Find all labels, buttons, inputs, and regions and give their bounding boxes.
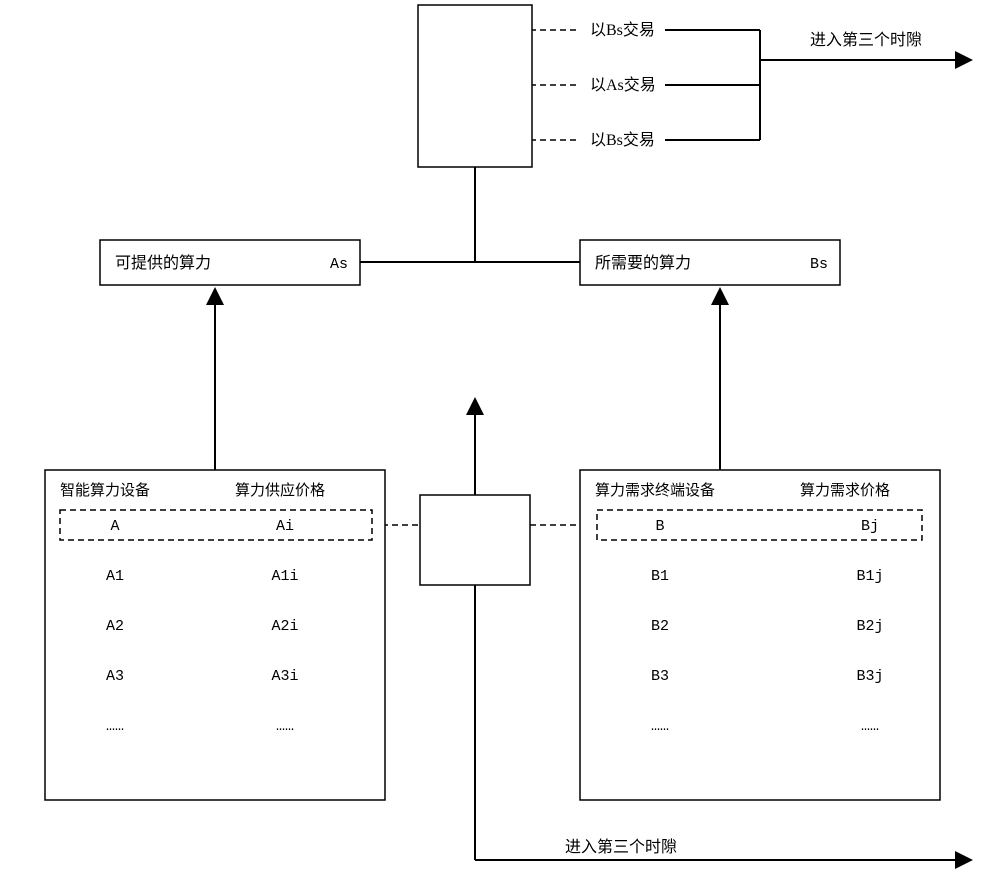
right-r3-c1: …… (651, 718, 669, 735)
left-r0-c1: A1 (106, 568, 124, 585)
right-r2-c2: B3j (856, 668, 883, 685)
right-r2-c1: B3 (651, 668, 669, 685)
left-header-2: 算力供应价格 (235, 481, 325, 499)
left-header-1: 智能算力设备 (60, 481, 150, 499)
mid-right-box: 所需要的算力 Bs (580, 240, 840, 285)
center-compare: Ai≤Bj Ai＞Bj (420, 495, 530, 585)
mid-left-box: 可提供的算力 As (100, 240, 360, 285)
right-header-2: 算力需求价格 (800, 481, 890, 499)
mid-right-label: 所需要的算力 (595, 253, 691, 272)
right-hl-c1: B (655, 518, 664, 535)
left-r1-c2: A2i (271, 618, 298, 635)
right-r0-c1: B1 (651, 568, 669, 585)
right-r1-c1: B2 (651, 618, 669, 635)
left-r2-c1: A3 (106, 668, 124, 685)
left-hl-c1: A (110, 518, 119, 535)
top-output-label: 进入第三个时隙 (810, 31, 922, 49)
right-r0-c2: B1j (856, 568, 883, 585)
right-table: 算力需求终端设备 算力需求价格 B Bj B1 B1j B2 B2j B3 B3… (580, 470, 940, 800)
cond-lt-action: 以As交易 (590, 76, 656, 94)
left-r3-c2: …… (276, 718, 294, 735)
right-header-1: 算力需求终端设备 (595, 481, 715, 499)
left-r1-c1: A2 (106, 618, 124, 635)
left-r0-c2: A1i (271, 568, 298, 585)
left-hl-c2: Ai (276, 518, 294, 535)
right-hl-c2: Bj (861, 518, 879, 535)
left-table: 智能算力设备 算力供应价格 A Ai A1 A1i A2 A2i A3 A3i … (45, 470, 385, 800)
cond-gt-action: 以Bs交易 (590, 21, 655, 39)
mid-left-label: 可提供的算力 (115, 253, 211, 272)
right-r1-c2: B2j (856, 618, 883, 635)
mid-left-tag: As (330, 256, 348, 273)
bottom-output-label: 进入第三个时隙 (565, 838, 677, 856)
left-r3-c1: …… (106, 718, 124, 735)
mid-right-tag: Bs (810, 256, 828, 273)
right-r3-c2: …… (861, 718, 879, 735)
top-condition-group: As＞Bs 以Bs交易 As＜Bs 以As交易 As＝Bs 以Bs交易 进入第三… (418, 5, 970, 167)
left-r2-c2: A3i (271, 668, 298, 685)
cond-eq-action: 以Bs交易 (590, 131, 655, 149)
